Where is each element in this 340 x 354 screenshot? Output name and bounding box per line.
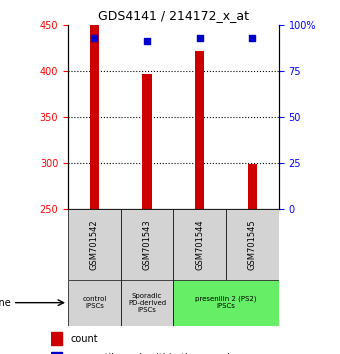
Text: cell line: cell line (0, 298, 11, 308)
Bar (248, 164, 257, 209)
Text: GSM701544: GSM701544 (195, 219, 204, 270)
Point (91, 35, 97, 40)
Bar (51, 352, 62, 354)
Bar (51, 332, 62, 345)
Text: GSM701545: GSM701545 (248, 219, 257, 270)
Text: GSM701543: GSM701543 (142, 219, 152, 270)
Bar (68, 209, 121, 280)
Text: control
IPSCs: control IPSCs (82, 296, 106, 309)
Bar (121, 209, 173, 280)
Bar (68, 280, 121, 326)
Point (250, 35, 255, 40)
Bar (90, 25, 99, 209)
Bar (173, 280, 279, 326)
Text: Sporadic
PD-derived
iPSCs: Sporadic PD-derived iPSCs (128, 293, 166, 313)
Bar (173, 209, 226, 280)
Text: GSM701542: GSM701542 (90, 219, 99, 270)
Point (144, 39, 150, 44)
Bar (142, 74, 152, 209)
Bar (226, 209, 279, 280)
Text: count: count (71, 333, 99, 344)
Point (197, 35, 202, 40)
Text: percentile rank within the sample: percentile rank within the sample (71, 353, 236, 354)
Text: presenilin 2 (PS2)
iPSCs: presenilin 2 (PS2) iPSCs (195, 296, 257, 309)
Bar (195, 51, 204, 209)
Bar (121, 280, 173, 326)
Title: GDS4141 / 214172_x_at: GDS4141 / 214172_x_at (98, 9, 249, 22)
